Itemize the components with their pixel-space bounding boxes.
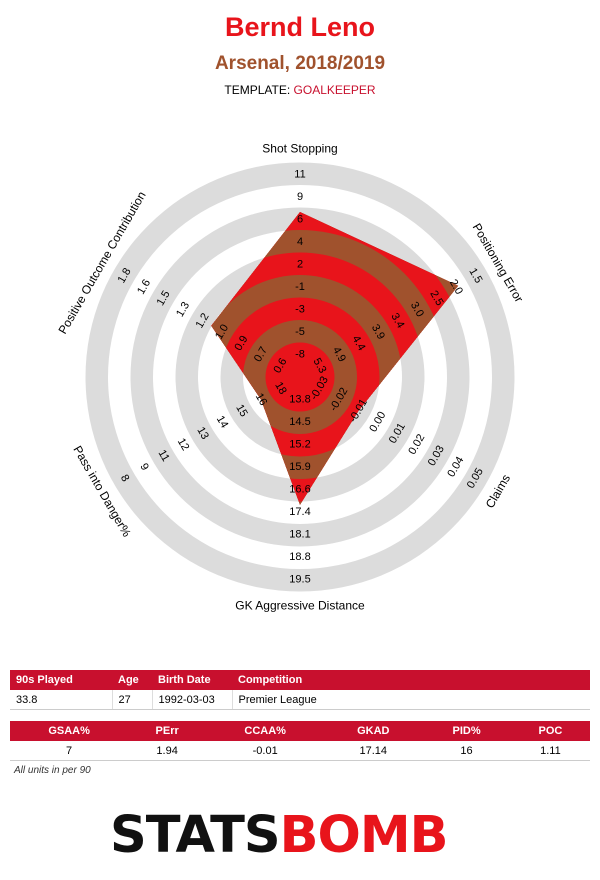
tick-label: -8 bbox=[295, 349, 305, 361]
axis-label: Shot Stopping bbox=[262, 142, 337, 156]
stats-header-pid: PID% bbox=[422, 721, 511, 741]
tick-label: 18.1 bbox=[289, 529, 310, 541]
tick-label: 16 bbox=[253, 391, 270, 408]
tick-label: 2 bbox=[297, 259, 303, 271]
template-value: GOALKEEPER bbox=[293, 83, 376, 97]
logo-stats: STATS bbox=[110, 806, 281, 865]
tick-label: -3 bbox=[295, 304, 305, 316]
stats-header-perr: PErr bbox=[128, 721, 207, 741]
template-line: TEMPLATE: GOALKEEPER bbox=[0, 83, 600, 97]
tick-label: 11 bbox=[156, 448, 172, 464]
statsbomb-logo: STATSBOMB bbox=[110, 807, 500, 865]
tick-label: 4 bbox=[297, 236, 303, 248]
logo-bomb: BOMB bbox=[279, 806, 449, 865]
template-label: TEMPLATE: bbox=[224, 83, 291, 97]
tick-label: 11 bbox=[294, 169, 305, 181]
info-header-birth-date: Birth Date bbox=[152, 670, 232, 690]
tick-label: -5 bbox=[295, 326, 305, 338]
info-header-90s: 90s Played bbox=[10, 670, 112, 690]
info-header-competition: Competition bbox=[232, 670, 590, 690]
tick-label: 9 bbox=[137, 461, 150, 472]
info-value-competition: Premier League bbox=[232, 690, 590, 710]
tick-label: 15.2 bbox=[289, 439, 310, 451]
info-value-90s: 33.8 bbox=[10, 690, 113, 710]
player-name: Bernd Leno bbox=[224, 12, 375, 42]
tick-label: 15.9 bbox=[289, 461, 310, 473]
stats-header-ccaa: CCAA% bbox=[206, 721, 325, 741]
info-header-row: 90s Played Age Birth Date Competition bbox=[10, 670, 590, 690]
tick-label: 14.5 bbox=[289, 416, 310, 428]
tick-label: 9 bbox=[297, 191, 303, 203]
tick-label: 18 bbox=[272, 380, 289, 397]
stats-value-perr: 1.94 bbox=[128, 741, 207, 761]
stats-value-poc: 1.11 bbox=[510, 741, 590, 761]
tick-label: 8 bbox=[118, 473, 131, 484]
units-footnote: All units in per 90 bbox=[14, 765, 91, 776]
tick-label: 19.5 bbox=[289, 574, 310, 586]
stats-value-row: 7 1.94 -0.01 17.14 16 1.11 bbox=[10, 741, 590, 761]
tick-label: 13 bbox=[194, 425, 211, 442]
tick-label: 16.6 bbox=[289, 484, 310, 496]
stats-header-poc: POC bbox=[510, 721, 590, 741]
info-value-row: 33.8 27 1992-03-03 Premier League bbox=[10, 690, 590, 710]
stats-header-gkad: GKAD bbox=[324, 721, 423, 741]
axis-label: GK Aggressive Distance bbox=[235, 599, 365, 613]
stats-value-gsaa: 7 bbox=[10, 741, 129, 761]
stats-table: GSAA% PErr CCAA% GKAD PID% POC 7 1.94 -0… bbox=[10, 721, 590, 761]
tick-label: -1 bbox=[295, 281, 305, 293]
tick-label: 18.8 bbox=[289, 551, 310, 563]
stats-value-pid: 16 bbox=[422, 741, 511, 761]
info-header-age: Age bbox=[112, 670, 152, 690]
stats-header-row: GSAA% PErr CCAA% GKAD PID% POC bbox=[10, 721, 590, 741]
radar-chart: -8-5-3-12469115.34.94.43.93.43.02.52.01.… bbox=[56, 142, 527, 613]
info-value-birth-date: 1992-03-03 bbox=[152, 690, 233, 710]
tick-label: 13.8 bbox=[289, 394, 310, 406]
stats-value-ccaa: -0.01 bbox=[206, 741, 325, 761]
tick-label: 14 bbox=[214, 414, 231, 431]
player-info-table: 90s Played Age Birth Date Competition 33… bbox=[10, 670, 590, 710]
info-value-age: 27 bbox=[112, 690, 153, 710]
tick-label: 17.4 bbox=[289, 506, 310, 518]
stats-value-gkad: 17.14 bbox=[324, 741, 423, 761]
tick-label: 12 bbox=[175, 436, 192, 453]
polygon-centre bbox=[277, 354, 323, 400]
tick-label: 6 bbox=[297, 214, 303, 226]
stats-header-gsaa: GSAA% bbox=[10, 721, 129, 741]
team-season: Arsenal, 2018/2019 bbox=[214, 53, 386, 74]
tick-label: 15 bbox=[233, 402, 250, 419]
